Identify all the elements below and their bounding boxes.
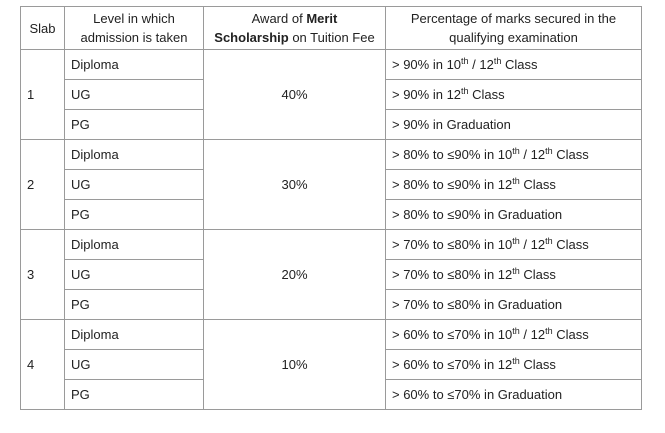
slab-number: 1 xyxy=(20,49,65,140)
criteria-cell: > 90% in 12th Class xyxy=(385,79,642,110)
table-row: 4 Diploma 10% > 60% to ≤70% in 10th / 12… xyxy=(20,319,642,410)
criteria-cell: > 80% to ≤90% in 12th Class xyxy=(385,169,642,200)
header-level: Level in which admission is taken xyxy=(64,6,204,50)
slab-number: 2 xyxy=(20,139,65,230)
table-row: PG > 60% to ≤70% in Graduation xyxy=(21,379,642,410)
award-percentage: 30% xyxy=(203,139,386,230)
criteria-cell: > 80% to ≤90% in 10th / 12th Class xyxy=(385,139,642,170)
table-body: 1 Diploma 40% > 90% in 10th / 12th Class… xyxy=(20,49,642,410)
level-cell: PG xyxy=(64,199,204,230)
level-cell: Diploma xyxy=(64,229,204,260)
table-row: UG > 60% to ≤70% in 12th Class xyxy=(21,349,642,380)
table-row: PG > 90% in Graduation xyxy=(21,109,642,140)
level-cell: Diploma xyxy=(64,139,204,170)
scholarship-table-container: Slab Level in which admission is taken Aw… xyxy=(20,6,642,410)
criteria-cell: > 70% to ≤80% in 10th / 12th Class xyxy=(385,229,642,260)
level-cell: PG xyxy=(64,289,204,320)
criteria-cell: > 60% to ≤70% in 12th Class xyxy=(385,349,642,380)
table-row: UG > 70% to ≤80% in 12th Class xyxy=(21,259,642,290)
level-cell: UG xyxy=(64,169,204,200)
level-cell: PG xyxy=(64,379,204,410)
award-percentage: 20% xyxy=(203,229,386,320)
level-cell: Diploma xyxy=(64,319,204,350)
level-cell: Diploma xyxy=(64,49,204,80)
header-award: Award of Merit Scholarship on Tuition Fee xyxy=(203,6,386,50)
level-cell: PG xyxy=(64,109,204,140)
criteria-cell: > 60% to ≤70% in 10th / 12th Class xyxy=(385,319,642,350)
header-percentage: Percentage of marks secured in the qualif… xyxy=(385,6,642,50)
criteria-cell: > 70% to ≤80% in Graduation xyxy=(385,289,642,320)
level-cell: UG xyxy=(64,79,204,110)
merit-scholarship-table: Slab Level in which admission is taken Aw… xyxy=(20,6,642,410)
header-slab: Slab xyxy=(20,6,65,50)
criteria-cell: > 90% in Graduation xyxy=(385,109,642,140)
table-row: 3 Diploma 20% > 70% to ≤80% in 10th / 12… xyxy=(20,229,642,320)
slab-number: 4 xyxy=(20,319,65,410)
criteria-cell: > 60% to ≤70% in Graduation xyxy=(385,379,642,410)
level-cell: UG xyxy=(64,259,204,290)
slab-number: 3 xyxy=(20,229,65,320)
criteria-cell: > 70% to ≤80% in 12th Class xyxy=(385,259,642,290)
award-percentage: 10% xyxy=(203,319,386,410)
table-row: PG > 70% to ≤80% in Graduation xyxy=(21,289,642,320)
criteria-cell: > 90% in 10th / 12th Class xyxy=(385,49,642,80)
level-cell: UG xyxy=(64,349,204,380)
award-percentage: 40% xyxy=(203,49,386,140)
table-header-row: Slab Level in which admission is taken Aw… xyxy=(20,6,642,50)
table-row: UG > 80% to ≤90% in 12th Class xyxy=(21,169,642,200)
table-row: UG > 90% in 12th Class xyxy=(21,79,642,110)
table-row: 1 Diploma 40% > 90% in 10th / 12th Class xyxy=(20,49,642,140)
table-row: 2 Diploma 30% > 80% to ≤90% in 10th / 12… xyxy=(20,139,642,230)
criteria-cell: > 80% to ≤90% in Graduation xyxy=(385,199,642,230)
